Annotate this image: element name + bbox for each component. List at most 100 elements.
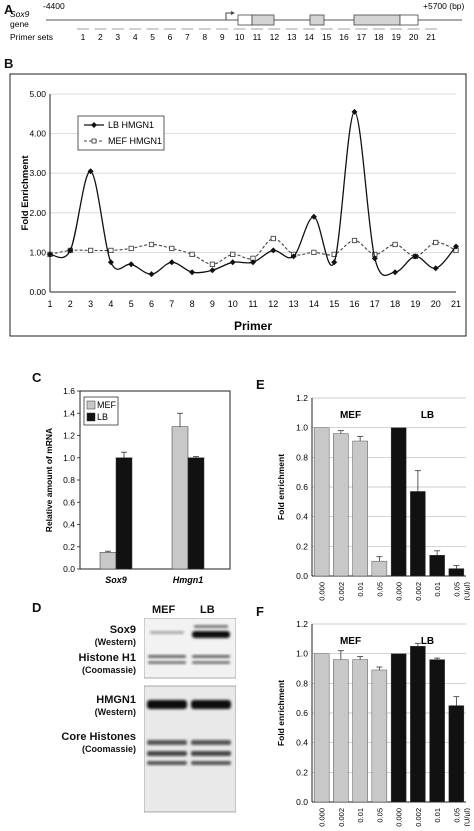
primer-number: 15 (322, 32, 332, 42)
y-axis-title: Fold enrichment (276, 454, 286, 520)
lb-point (432, 265, 439, 272)
x-tick-label: 0.01 (356, 808, 365, 823)
x-tick-label: 12 (268, 299, 278, 309)
y-tick-label: 0.2 (296, 767, 308, 777)
chart-c-mrna-bars: 0.0 0.2 0.4 0.6 0.8 1.0 1.2 1.4 1.6 Relative amou… (44, 386, 231, 585)
bar-lb-0.05 (448, 705, 465, 803)
blot-col-lb: LB (200, 604, 215, 616)
tss-arrow (225, 12, 232, 20)
sox9-band-lb (192, 631, 230, 638)
mef-point (148, 241, 155, 248)
x-tick-label: 1 (47, 299, 52, 309)
hmgn1-band-mef (147, 700, 187, 709)
x-tick-label: 13 (289, 299, 299, 309)
mef-point (270, 235, 276, 242)
exon-box-2 (251, 14, 275, 26)
x-tick-label: 6 (149, 299, 154, 309)
x-tick-label: 0.05 (452, 808, 461, 823)
x-tick-label: 5 (129, 299, 134, 309)
primer-sets-label: Primer sets (10, 32, 53, 42)
bar-mef-0.01 (352, 440, 368, 577)
lb-point (128, 261, 135, 268)
bar-mef-0.002 (333, 433, 349, 577)
lb-point (392, 269, 399, 276)
tss-arrowhead (231, 11, 235, 15)
primer-number: 21 (426, 32, 436, 42)
primer-number: 3 (115, 32, 120, 42)
group-label-lb: LB (421, 410, 434, 421)
gene-map: Sox9 gene -4400 +5700 (bp) Primer sets 1… (10, 1, 465, 42)
legend-marker-lb (91, 122, 97, 128)
primer-number: 12 (270, 32, 280, 42)
exon-box-3 (309, 14, 325, 26)
x-tick-label: 21 (451, 299, 461, 309)
x-tick-label: 10 (228, 299, 238, 309)
core-band-mef-1 (147, 740, 187, 745)
h1-band-lb-1 (192, 655, 230, 658)
y-tick-label: 2.00 (29, 208, 46, 218)
lb-point (270, 247, 277, 254)
mef-point (433, 239, 439, 246)
lb-point (229, 259, 236, 266)
mef-point (209, 261, 215, 267)
y-tick-label: 1.0 (63, 453, 75, 463)
legend-label-mef: MEF HMGN1 (108, 136, 162, 146)
chart-b-frame (9, 73, 467, 337)
x-tick-label: 0.05 (375, 582, 384, 597)
y-tick-label: 0.6 (296, 708, 308, 718)
y-tick-label: 0.4 (63, 520, 75, 530)
exon-box-4 (353, 14, 401, 26)
bar-mef-hmgn1 (171, 426, 189, 570)
primer-number: 8 (202, 32, 207, 42)
x-tick-label: 20 (431, 299, 441, 309)
core-band-mef-2 (147, 751, 187, 756)
panel-label-b: B (4, 56, 14, 71)
mef-point (189, 251, 195, 257)
h1-band-mef-2 (148, 661, 186, 664)
x-tick-label: 0.000 (395, 808, 404, 827)
lb-point (107, 259, 114, 266)
lb-point (47, 251, 53, 258)
mef-point (392, 241, 398, 248)
x-tick-label: 14 (309, 299, 319, 309)
lb-point (148, 271, 155, 278)
blot-col-mef: MEF (152, 604, 176, 616)
x-tick-label: 0.000 (395, 582, 404, 601)
unit-label: (U/µl) (462, 581, 470, 600)
x-tick-label: 9 (210, 299, 215, 309)
y-tick-label: 0.2 (63, 542, 75, 552)
h1-band-mef-1 (148, 655, 186, 658)
core-band-mef-3 (147, 761, 187, 765)
y-tick-label: 1.2 (296, 619, 308, 629)
bar-mef-sox9 (99, 552, 117, 570)
y-tick-label: 1.2 (63, 431, 75, 441)
x-tick-label: Hmgn1 (173, 575, 204, 585)
x-tick-label: 3 (88, 299, 93, 309)
bar-mef-0.05 (371, 669, 388, 803)
x-tick-label: 0.000 (318, 582, 327, 601)
y-tick-label: 0.8 (63, 475, 75, 485)
x-tick-label: 0.01 (433, 582, 442, 597)
y-tick-label: 1.0 (296, 649, 308, 659)
bar-mef-0.01 (352, 659, 368, 803)
primer-number: 5 (150, 32, 155, 42)
x-tick-label: 0.05 (375, 808, 384, 823)
lb-point (290, 253, 297, 260)
y-tick-label: 0.6 (63, 497, 75, 507)
chart-c-legend: MEF LB (83, 396, 119, 426)
blot-label-hmgn1: HMGN1 (Western) (94, 694, 136, 717)
exon-box-5 (399, 14, 419, 26)
x-tick-label: 18 (390, 299, 400, 309)
x-tick-label: 0.002 (414, 808, 423, 827)
bar-lb-0.000 (390, 653, 407, 803)
blot-label-sox9: Sox9 (Western) (94, 624, 136, 647)
primer-number: 13 (287, 32, 297, 42)
x-axis-title: Primer (234, 319, 272, 333)
lb-point (351, 108, 358, 115)
primer-number: 4 (133, 32, 138, 42)
x-tick-label: 4 (108, 299, 113, 309)
x-tick-label: 8 (190, 299, 195, 309)
y-tick-label: 1.00 (29, 247, 46, 257)
sox9-band-lb-upper (194, 625, 228, 628)
x-tick-label: 16 (349, 299, 359, 309)
